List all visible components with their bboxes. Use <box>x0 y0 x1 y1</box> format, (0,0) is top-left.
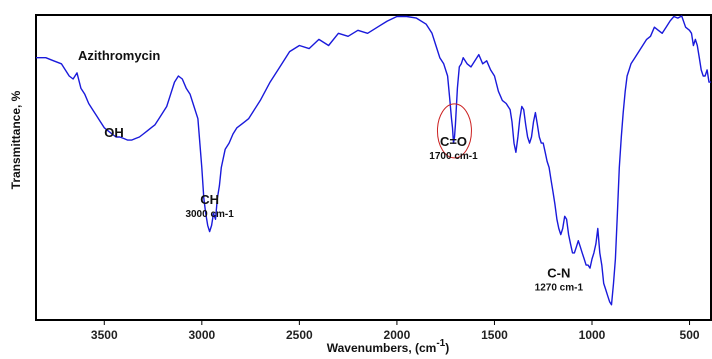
peak-annotation-wavenumber: 1270 cm-1 <box>535 282 584 293</box>
x-tick-label: 1000 <box>579 328 606 342</box>
x-tick-label: 3000 <box>188 328 215 342</box>
x-axis-title-main: Wavenumbers, (cm <box>327 341 437 355</box>
x-tick-label: 1500 <box>481 328 508 342</box>
x-axis-title-close: ) <box>445 341 449 355</box>
peak-annotation-label: C-N <box>547 265 570 280</box>
x-tick-label: 3500 <box>91 328 118 342</box>
x-axis-title: Wavenumbers, (cm-1) <box>327 338 450 355</box>
peak-annotation-label: C=O <box>440 134 467 149</box>
peak-annotation-label: OH <box>104 125 124 140</box>
x-axis-ticks: 3500 3000 2500 2000 1500 1000 500 <box>91 320 700 342</box>
series-name-label: Azithromycin <box>78 48 160 63</box>
peak-annotation-wavenumber: 1700 cm-1 <box>429 151 478 162</box>
x-tick-label: 2000 <box>384 328 411 342</box>
x-tick-label: 500 <box>680 328 700 342</box>
x-tick-label: 2500 <box>286 328 313 342</box>
peak-annotation-label: CH <box>200 192 219 207</box>
y-axis-title: Transmittance, % <box>9 90 23 189</box>
peak-annotations: OH CH 3000 cm-1 C=O 1700 cm-1 C-N 1270 cm-1 <box>104 125 583 293</box>
peak-annotation-wavenumber: 3000 cm-1 <box>185 209 234 220</box>
